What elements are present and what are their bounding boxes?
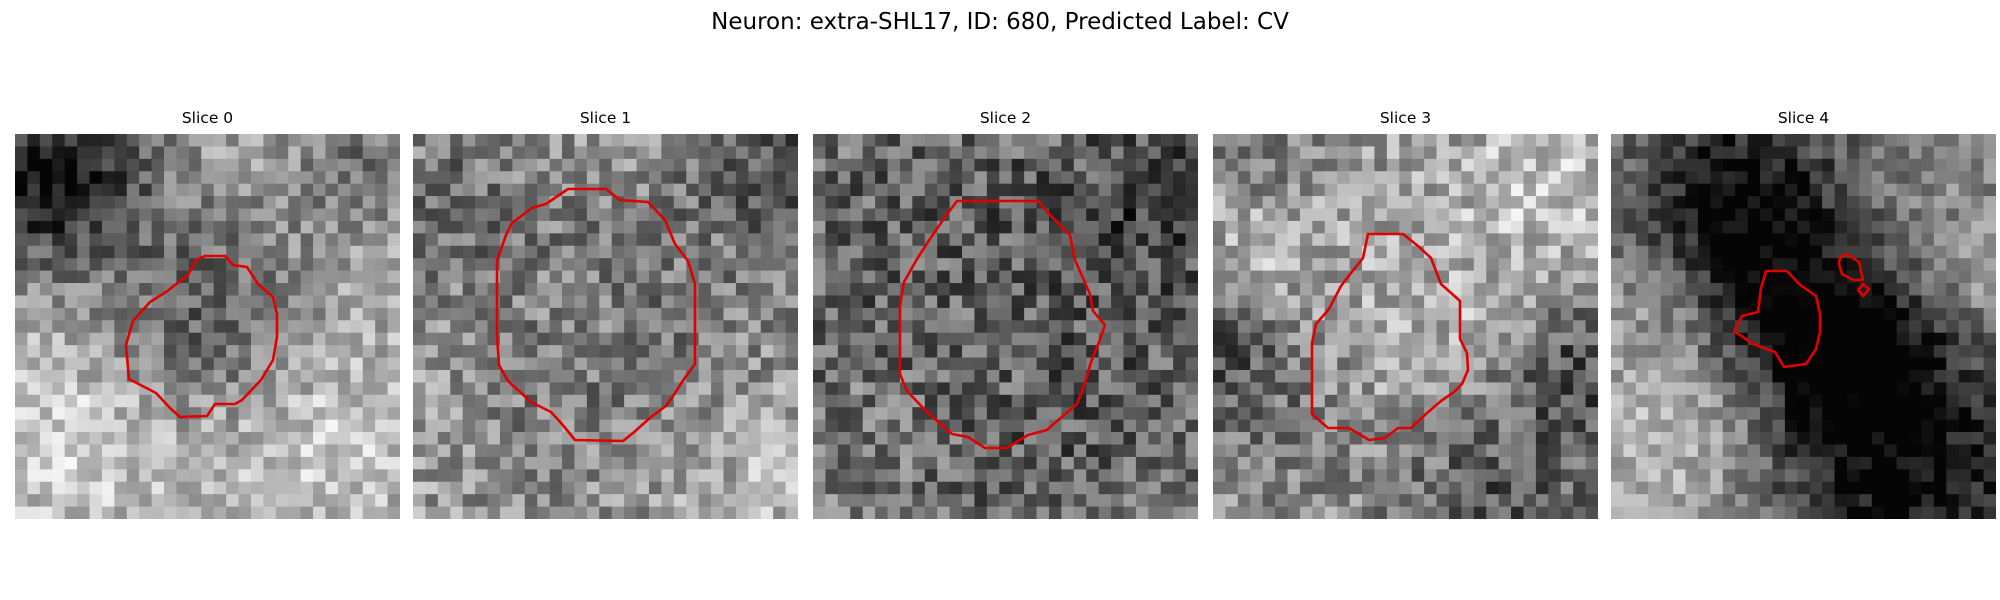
slice-title-3: Slice 3 xyxy=(1379,109,1432,127)
slice-title-1: Slice 1 xyxy=(579,109,632,127)
segmentation-outline xyxy=(495,187,697,443)
grayscale-pixel-grid xyxy=(15,134,400,519)
slice-title-4: Slice 4 xyxy=(1777,109,1830,127)
slice-image-3 xyxy=(1213,134,1598,519)
segmentation-outline xyxy=(124,254,279,419)
slice-image-2 xyxy=(813,134,1198,519)
grayscale-pixel-grid xyxy=(1611,134,1996,519)
grayscale-pixel-grid xyxy=(813,134,1198,519)
grayscale-pixel-grid xyxy=(413,134,798,519)
figure-title: Neuron: extra-SHL17, ID: 680, Predicted … xyxy=(711,9,1289,35)
slice-image-1 xyxy=(413,134,798,519)
segmentation-outline xyxy=(1310,232,1470,442)
grayscale-pixel-grid xyxy=(1213,134,1598,519)
slice-title-0: Slice 0 xyxy=(181,109,234,127)
segmentation-outline-small xyxy=(1837,252,1871,298)
slice-title-2: Slice 2 xyxy=(979,109,1032,127)
slice-image-4 xyxy=(1611,134,1996,519)
segmentation-outline xyxy=(898,199,1107,450)
slice-image-0 xyxy=(15,134,400,519)
segmentation-outline xyxy=(1732,269,1822,369)
